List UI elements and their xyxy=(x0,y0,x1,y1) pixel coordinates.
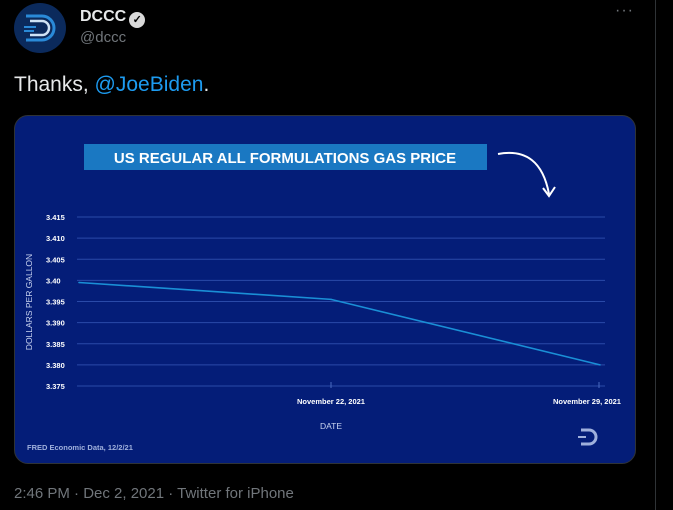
arrow-icon xyxy=(497,151,550,195)
verified-badge-icon: ✓ xyxy=(129,12,146,28)
arrow-head-icon xyxy=(542,186,556,198)
tweet-timestamp[interactable]: 2:46 PM · Dec 2, 2021 · Twitter for iPho… xyxy=(14,485,294,502)
source-note: FRED Economic Data, 12/2/21 xyxy=(27,443,133,452)
tweet-image[interactable]: US REGULAR ALL FORMULATIONS GAS PRICE 3.… xyxy=(14,115,636,464)
series-line xyxy=(78,281,601,366)
y-tick-label: 3.395 xyxy=(46,298,65,307)
x-axis-label: DATE xyxy=(320,421,342,431)
column-divider xyxy=(655,0,656,510)
y-tick-label: 3.385 xyxy=(46,340,65,349)
more-options-icon[interactable]: ··· xyxy=(615,2,634,19)
y-tick-label: 3.390 xyxy=(46,319,65,328)
gas-price-chart: US REGULAR ALL FORMULATIONS GAS PRICE 3.… xyxy=(24,144,621,452)
y-tick-label: 3.405 xyxy=(46,255,65,264)
y-tick-label: 3.415 xyxy=(46,213,65,222)
x-tick-label: November 29, 2021 xyxy=(553,397,621,406)
y-tick-label: 3.375 xyxy=(46,382,65,391)
title-background xyxy=(84,144,487,170)
mention-link[interactable]: @JoeBiden xyxy=(94,73,204,96)
y-axis-label: DOLLARS PER GALLON xyxy=(24,254,34,350)
x-tick-label: November 22, 2021 xyxy=(297,397,365,406)
y-tick-label: 3.410 xyxy=(46,234,65,243)
y-tick-label: 3.40 xyxy=(46,276,61,285)
y-tick-label: 3.380 xyxy=(46,361,65,370)
author-name[interactable]: DCCC ✓ xyxy=(80,8,146,28)
tweet-text: Thanks, @JoeBiden. xyxy=(14,73,210,96)
data-point xyxy=(78,281,80,284)
author-handle[interactable]: @dccc xyxy=(80,29,127,46)
dccc-watermark-icon xyxy=(578,428,598,446)
avatar[interactable] xyxy=(14,3,66,53)
dccc-logo-icon xyxy=(24,14,56,42)
chart-title: US REGULAR ALL FORMULATIONS GAS PRICE xyxy=(114,150,456,167)
data-point xyxy=(330,298,332,301)
data-point xyxy=(599,364,601,366)
